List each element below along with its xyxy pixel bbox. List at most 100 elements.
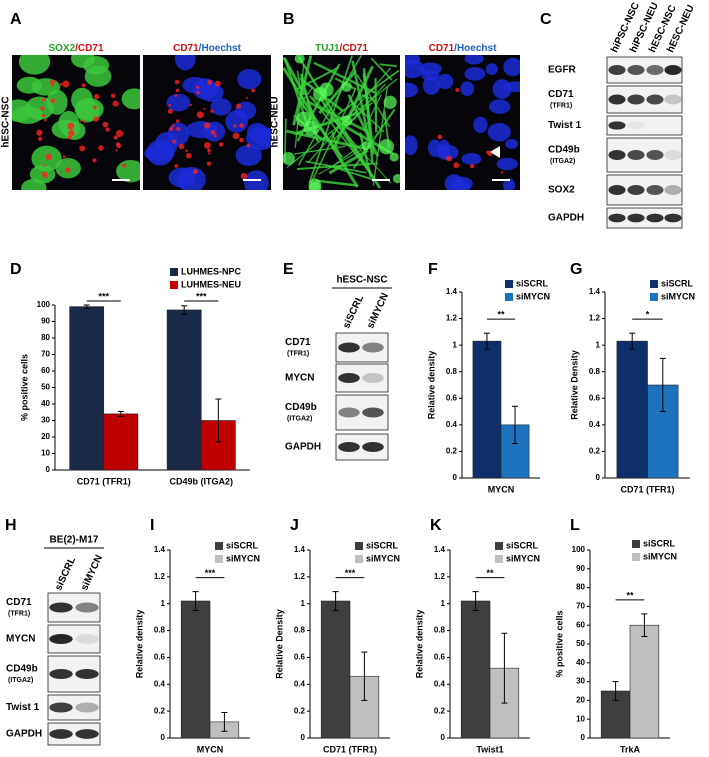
micrograph-content — [144, 55, 271, 190]
blot-row-sublabel: (TFR1) — [287, 350, 309, 357]
panel-label: H — [5, 517, 17, 534]
cd71-signal — [83, 120, 87, 124]
y-tick-label: 0.6 — [154, 653, 166, 662]
cd71-signal — [45, 153, 53, 161]
blot-band — [664, 65, 682, 75]
cd71-signal — [176, 126, 181, 131]
blot-band — [75, 729, 99, 739]
cell — [392, 174, 400, 184]
y-tick-label: 0.4 — [294, 679, 306, 688]
blot-band — [608, 185, 626, 195]
cd71-signal — [169, 126, 174, 132]
y-axis-label: Relative density — [426, 351, 436, 420]
blot-band — [646, 94, 664, 105]
y-tick-label: 30 — [41, 416, 50, 425]
panel-label: A — [10, 11, 22, 28]
neurite — [364, 94, 382, 128]
blot-band — [664, 94, 682, 105]
y-tick-label: 0.8 — [589, 367, 601, 376]
y-tick-label: 100 — [37, 300, 51, 309]
cd71-signal — [51, 84, 54, 87]
blot-band — [664, 185, 682, 195]
legend-swatch — [215, 542, 223, 550]
blot-row-label: CD71 — [285, 337, 311, 348]
significance-label: *** — [196, 291, 207, 301]
panel-label: B — [283, 11, 295, 28]
y-tick-label: 0.8 — [434, 626, 446, 635]
y-tick-label: 1 — [453, 340, 458, 349]
cd71-signal — [203, 107, 206, 110]
cd71-signal — [206, 161, 212, 166]
blot-band — [608, 213, 626, 223]
blot-band — [608, 94, 626, 105]
blot-header: BE(2)-M17 — [50, 535, 99, 546]
cd71-signal — [116, 130, 124, 137]
cd71-signal — [236, 103, 242, 109]
image-caption: SOX2/CD71 — [48, 43, 103, 54]
y-tick-label: 0.8 — [446, 367, 458, 376]
blot-band — [627, 65, 645, 75]
cd71-signal — [455, 87, 460, 93]
y-tick-label: 0.4 — [434, 679, 446, 688]
legend-swatch — [505, 280, 513, 288]
y-tick-label: 0 — [161, 733, 166, 742]
cd71-signal — [102, 121, 109, 128]
cell — [283, 152, 295, 165]
neurite — [318, 70, 357, 114]
y-tick-label: 80 — [41, 333, 50, 342]
legend-label: siMYCN — [366, 553, 400, 563]
nucleus — [435, 144, 459, 161]
caption-part: CD71 — [173, 43, 199, 54]
neurite — [351, 60, 372, 148]
y-tick-label: 60 — [576, 620, 585, 629]
significance-label: *** — [345, 568, 356, 578]
neurite — [318, 149, 362, 175]
blot-row-sublabel: (ITGA2) — [287, 415, 312, 422]
nucleus — [422, 76, 441, 95]
panel-label: J — [290, 517, 299, 534]
neurite — [350, 100, 385, 133]
significance-label: ** — [486, 568, 494, 578]
lane-label: siMYCN — [365, 291, 391, 330]
y-tick-label: 1.4 — [446, 287, 458, 296]
nucleus — [460, 81, 475, 97]
x-tick-label: MYCN — [488, 484, 515, 494]
micrograph-content — [283, 55, 400, 190]
cell — [296, 111, 312, 127]
significance-label: * — [646, 310, 650, 320]
y-tick-label: 0.2 — [434, 706, 446, 715]
legend-label: siMYCN — [643, 551, 677, 561]
blot-band — [75, 602, 99, 613]
y-tick-label: 20 — [576, 696, 585, 705]
cd71-signal — [171, 124, 175, 128]
cell — [319, 82, 334, 97]
cd71-signal — [204, 122, 211, 129]
cd71-signal — [196, 111, 204, 119]
nucleus — [464, 67, 486, 81]
cd71-signal — [251, 88, 255, 93]
nucleus — [244, 170, 269, 190]
y-tick-label: 1.4 — [294, 545, 306, 554]
blot-band — [627, 150, 645, 160]
blot-band — [608, 121, 626, 130]
x-tick-label: CD49b (ITGA2) — [169, 476, 233, 486]
micrograph-content — [405, 55, 520, 190]
nucleus — [235, 144, 262, 166]
cd71-signal — [41, 97, 46, 102]
blot-band — [75, 634, 99, 644]
legend-label: siMYCN — [661, 291, 695, 301]
neurite — [329, 165, 375, 181]
legend-swatch — [215, 555, 223, 563]
caption-part: /CD71 — [75, 43, 104, 54]
y-tick-label: 40 — [41, 399, 50, 408]
blot-band — [338, 373, 360, 383]
significance-label: ** — [497, 310, 505, 320]
blot-strip — [606, 115, 683, 136]
caption-part: SOX2 — [48, 43, 75, 54]
bar — [320, 600, 351, 739]
cell — [361, 141, 371, 151]
blot-strip — [47, 722, 101, 746]
legend-label: siMYCN — [516, 291, 550, 301]
nucleus — [503, 178, 516, 190]
y-tick-label: 0.2 — [446, 447, 458, 456]
